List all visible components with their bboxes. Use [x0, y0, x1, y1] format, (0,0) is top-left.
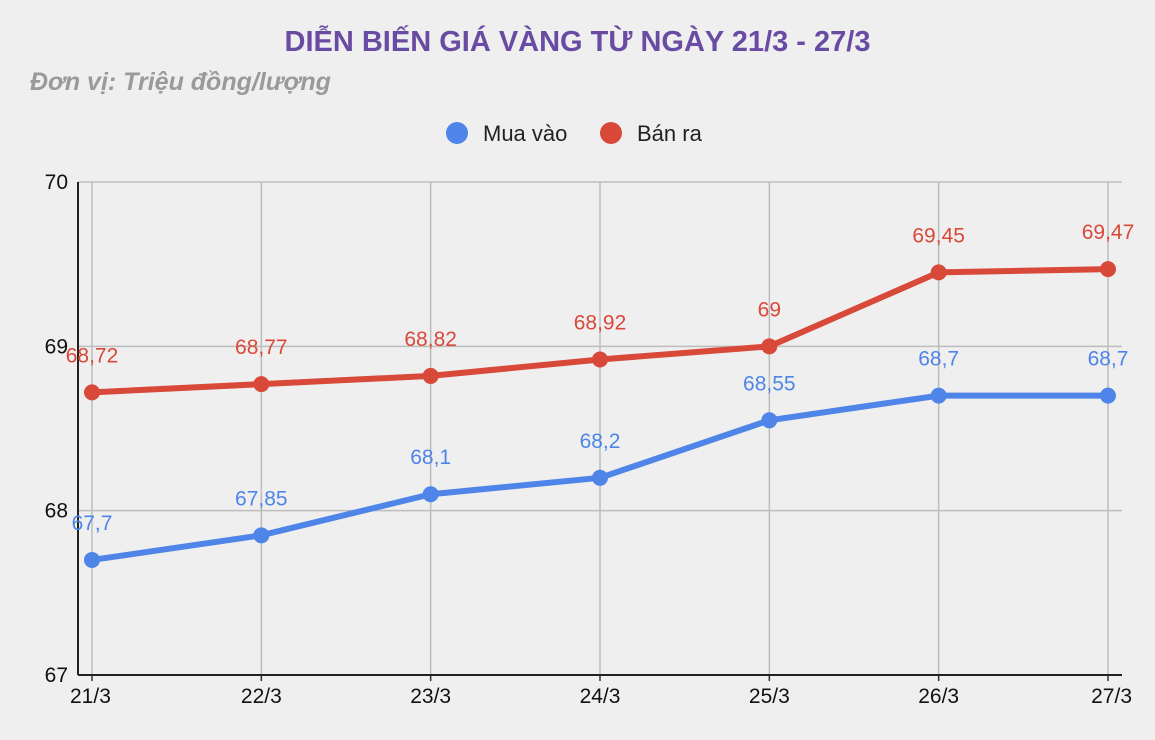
x-tick-label: 25/3	[749, 685, 790, 708]
data-label: 69,47	[1082, 221, 1135, 244]
data-point	[592, 351, 608, 368]
data-point	[84, 551, 100, 568]
data-label: 67,85	[235, 487, 288, 510]
legend-label-1: Bán ra	[637, 121, 703, 146]
data-point	[1100, 387, 1116, 404]
legend-marker-0	[446, 122, 468, 144]
series-group	[84, 261, 1116, 568]
chart-subtitle: Đơn vị: Triệu đồng/lượng	[30, 68, 331, 96]
y-tick-label: 70	[45, 171, 68, 194]
data-point	[422, 367, 439, 384]
y-tick-label: 67	[45, 664, 68, 687]
data-label: 68,7	[918, 348, 959, 371]
data-label: 69,45	[912, 224, 965, 247]
x-tick-label: 24/3	[580, 685, 621, 708]
data-label: 67,7	[72, 512, 113, 535]
data-point	[253, 527, 270, 544]
data-point	[930, 264, 947, 281]
data-label: 68,55	[743, 372, 796, 395]
legend: Mua vào Bán ra	[446, 121, 703, 146]
legend-label-0: Mua vào	[483, 121, 567, 146]
data-point	[761, 338, 778, 355]
data-label: 68,77	[235, 336, 288, 359]
data-point	[761, 412, 778, 429]
data-label: 68,1	[410, 446, 451, 469]
y-tick-label: 68	[45, 500, 68, 523]
y-tick-label: 69	[45, 335, 68, 358]
grid-lines	[78, 181, 1122, 676]
x-tick-label: 23/3	[410, 685, 451, 708]
data-label: 68,7	[1088, 348, 1129, 371]
data-labels: 67,7 67,85 68,1 68,2 68,55 68,7 68,7 68,72 68,77…	[66, 221, 1135, 535]
axes: 67 68 69 70 21/3 22/3 23/3 24/3 25/3 26/3 27/3	[45, 171, 1132, 708]
data-point	[592, 469, 608, 486]
legend-marker-1	[600, 122, 622, 144]
data-point	[930, 387, 947, 404]
data-label: 68,82	[404, 328, 457, 351]
data-point	[1100, 261, 1116, 278]
data-label: 68,92	[574, 311, 627, 334]
data-label: 68,2	[580, 430, 621, 453]
x-tick-label: 26/3	[918, 685, 959, 708]
chart-title: DIỄN BIẾN GIÁ VÀNG TỪ NGÀY 21/3 - 27/3	[284, 26, 871, 58]
data-point	[253, 376, 270, 393]
data-point	[84, 384, 100, 401]
data-label: 68,72	[66, 344, 119, 367]
data-point	[422, 486, 439, 503]
x-tick-label: 27/3	[1091, 685, 1132, 708]
data-label: 69	[758, 298, 781, 321]
x-tick-label: 22/3	[241, 685, 282, 708]
x-tick-label: 21/3	[70, 685, 111, 708]
